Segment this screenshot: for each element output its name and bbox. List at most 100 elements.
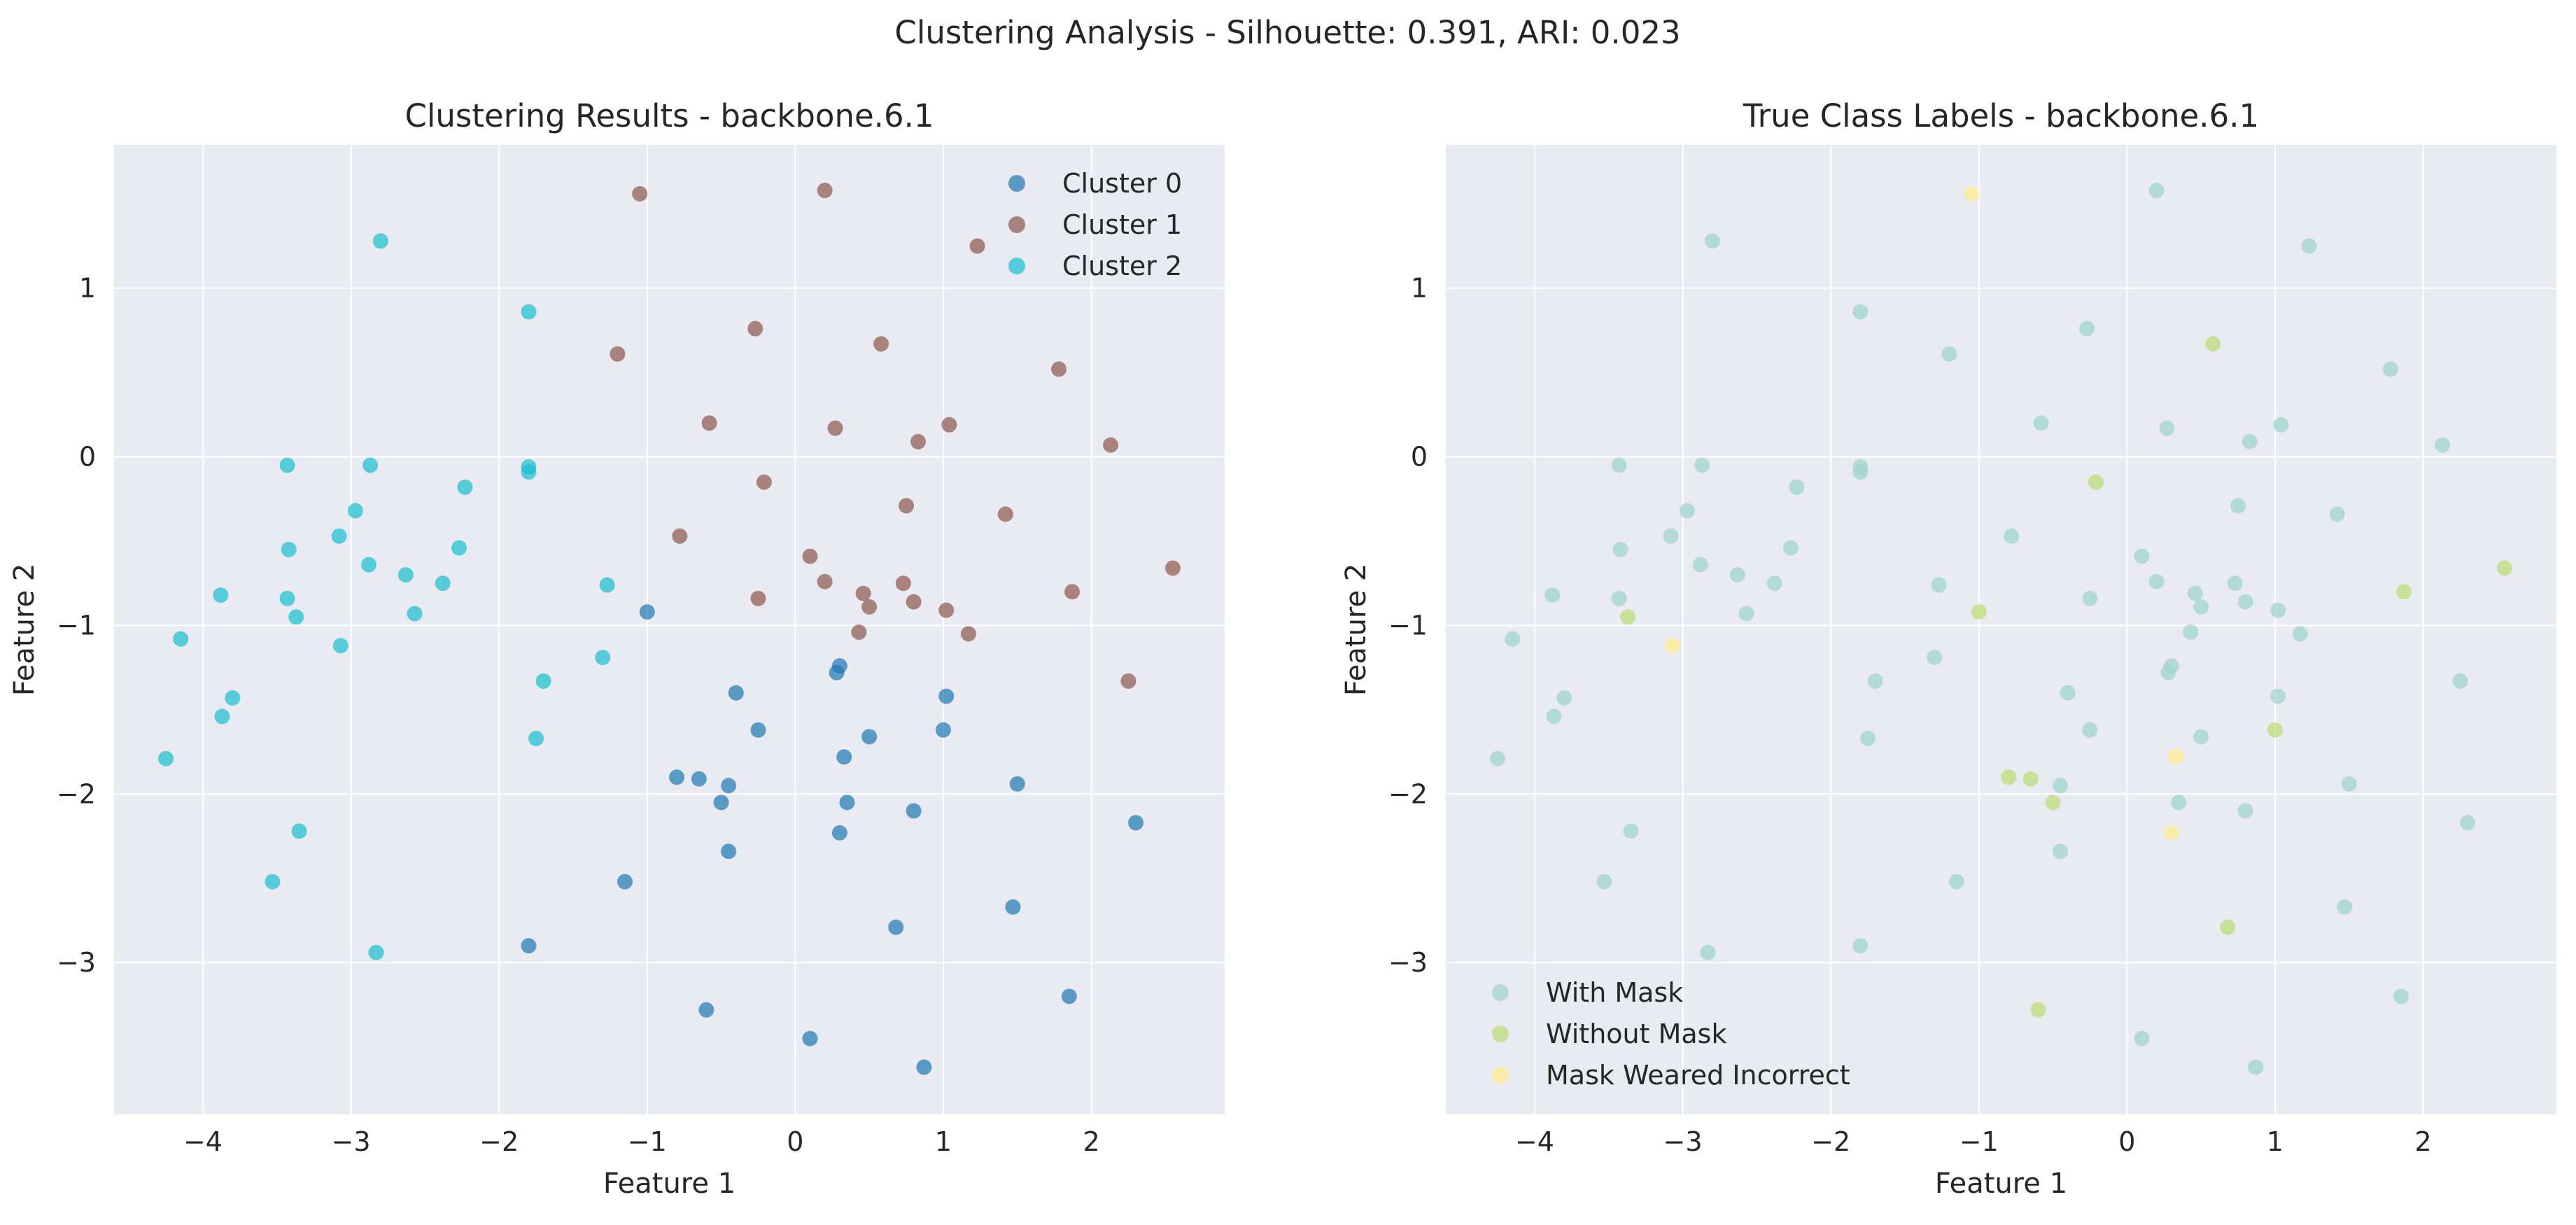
data-point: [407, 606, 423, 622]
y-tick-label: −1: [57, 610, 96, 640]
data-point: [906, 594, 922, 610]
data-point: [617, 874, 633, 890]
data-point: [1164, 560, 1181, 576]
data-point: [861, 729, 878, 745]
data-point: [1852, 938, 1868, 954]
series-without-mask: [1620, 336, 2512, 1018]
data-point: [1556, 690, 1572, 706]
data-point: [817, 573, 833, 589]
x-tick-label: 0: [2118, 1126, 2135, 1157]
x-tick-label: 2: [2414, 1126, 2431, 1157]
data-point: [288, 609, 304, 625]
data-point: [2193, 598, 2209, 615]
data-point: [1611, 590, 1627, 606]
data-point: [861, 598, 878, 615]
series-mask-weared-incorrect: [1664, 186, 2184, 841]
data-point: [1051, 361, 1067, 377]
data-point: [802, 1030, 818, 1046]
data-point: [1505, 631, 1521, 647]
data-point: [960, 626, 976, 642]
data-point: [610, 346, 626, 362]
data-point: [1927, 650, 1943, 666]
data-point: [2045, 794, 2061, 811]
data-point: [2163, 658, 2179, 674]
data-point: [2148, 573, 2165, 589]
plot-area: [1446, 145, 2556, 1114]
data-point: [599, 577, 615, 593]
data-point: [372, 233, 388, 249]
legend-marker: [1008, 258, 1025, 274]
x-tick-label: −3: [1663, 1126, 1703, 1157]
x-tick-label: −1: [1959, 1126, 1999, 1157]
data-point: [2163, 825, 2179, 841]
legend-marker: [1492, 1067, 1509, 1084]
data-point: [279, 590, 295, 606]
series-cluster-2: [158, 233, 615, 960]
data-point: [2241, 433, 2258, 449]
data-point: [756, 474, 772, 490]
data-point: [265, 874, 281, 890]
data-point: [368, 944, 384, 960]
data-point: [2237, 803, 2253, 819]
y-axis-label: Feature 2: [8, 564, 41, 696]
y-tick-label: 0: [1411, 442, 1428, 472]
y-tick-label: −3: [57, 947, 96, 978]
data-point: [969, 238, 985, 254]
data-point: [713, 794, 729, 811]
data-point: [2060, 685, 2076, 701]
data-point: [839, 794, 855, 811]
data-point: [2033, 415, 2049, 431]
x-tick-label: −3: [332, 1126, 371, 1157]
data-point: [1544, 587, 1561, 603]
data-point: [701, 415, 717, 431]
x-tick-label: −1: [628, 1126, 667, 1157]
chart-title: True Class Labels - backbone.6.1: [1743, 97, 2259, 134]
data-point: [2004, 528, 2020, 544]
data-point: [851, 624, 867, 640]
data-point: [1783, 540, 1799, 556]
data-point: [728, 685, 744, 701]
data-point: [1931, 577, 1947, 593]
x-tick-label: −2: [479, 1126, 519, 1157]
data-point: [1860, 730, 1876, 746]
y-tick-label: 0: [79, 442, 96, 472]
data-point: [935, 722, 951, 738]
data-point: [831, 825, 847, 841]
data-point: [332, 638, 349, 654]
data-point: [1964, 186, 1980, 202]
data-point: [2205, 336, 2221, 352]
data-point: [1546, 708, 1562, 724]
x-tick-label: −2: [1811, 1126, 1850, 1157]
data-point: [2053, 844, 2069, 860]
data-point: [2168, 749, 2184, 765]
data-point: [1852, 304, 1868, 320]
legend-marker: [1492, 984, 1509, 1001]
data-point: [331, 528, 347, 544]
legend-label: Cluster 2: [1062, 251, 1182, 281]
y-axis-label: Feature 2: [1340, 564, 1372, 696]
data-point: [997, 506, 1013, 522]
x-tick-label: 0: [787, 1126, 803, 1157]
data-point: [595, 650, 611, 666]
x-tick-label: −4: [1515, 1126, 1554, 1157]
data-point: [347, 503, 363, 519]
data-point: [1852, 464, 1868, 480]
x-tick-label: −4: [183, 1126, 223, 1157]
data-point: [938, 688, 955, 704]
data-point: [2301, 238, 2317, 254]
data-point: [1971, 604, 1987, 620]
data-point: [2030, 1002, 2046, 1018]
series-with-mask: [1490, 183, 2476, 1075]
data-point: [1729, 567, 1745, 583]
legend-marker: [1008, 175, 1025, 192]
data-point: [639, 604, 655, 620]
data-point: [2187, 585, 2203, 601]
data-point: [691, 771, 707, 787]
data-point: [2396, 584, 2412, 600]
data-point: [1949, 874, 1965, 890]
legend: With Mask Without Mask Mask Weared Incorre…: [1492, 977, 1850, 1091]
legend-label: Cluster 1: [1062, 209, 1182, 240]
data-point: [1789, 479, 1805, 495]
panel-clustering-results: −4 −3 −2 −1 0 1 2 −3 −2 −1 0 1 Clustering Results - …: [8, 97, 1225, 1200]
